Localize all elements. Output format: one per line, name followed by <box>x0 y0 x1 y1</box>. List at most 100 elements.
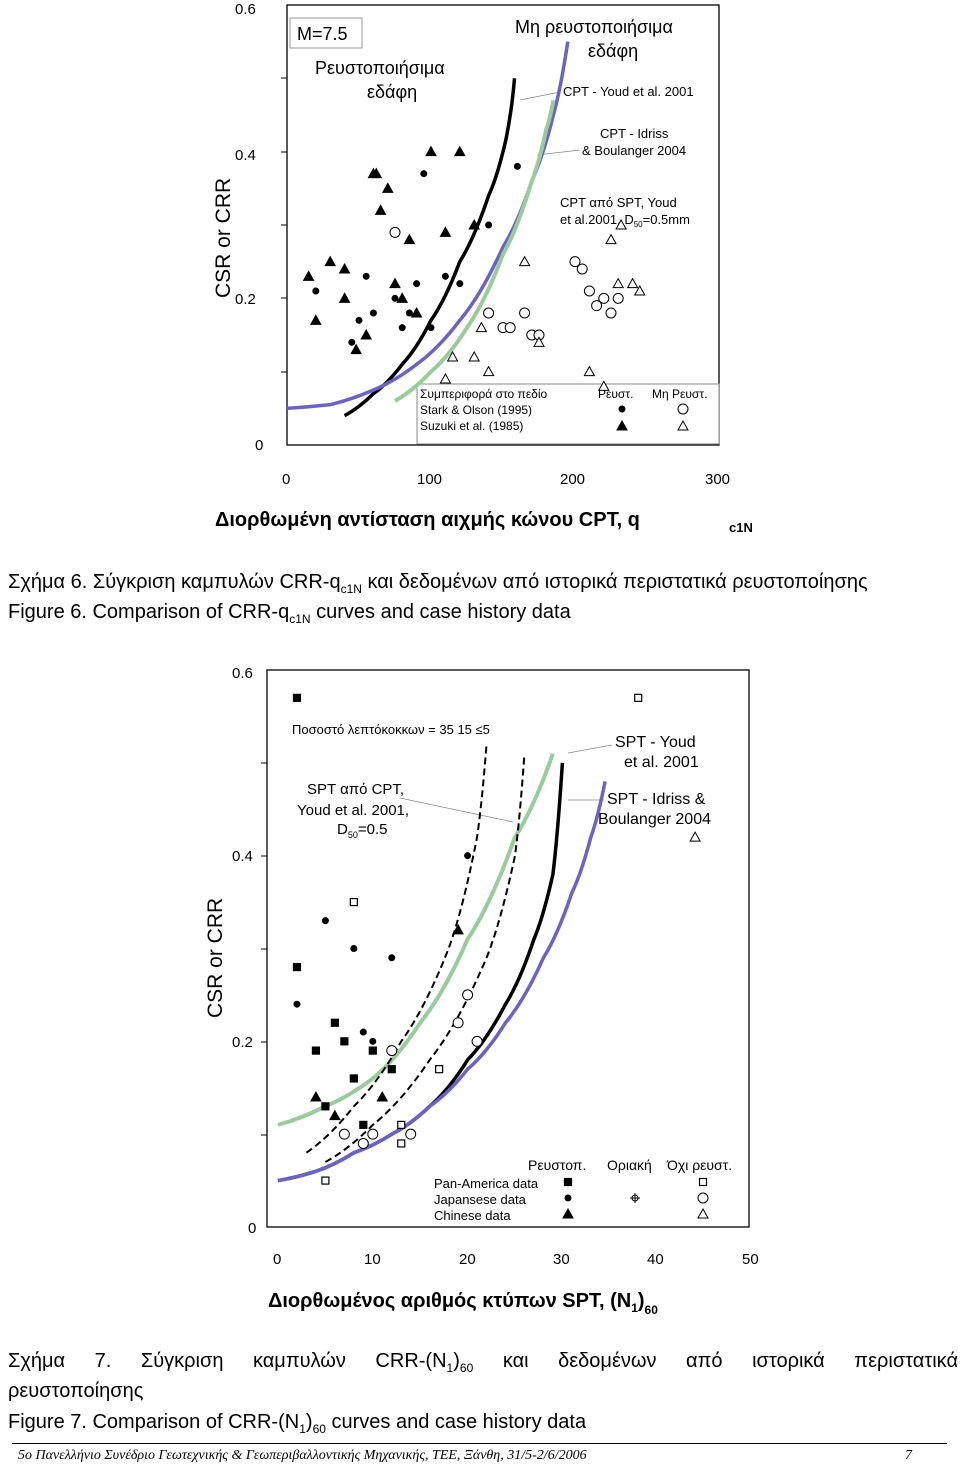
data-point-3-8 <box>456 280 464 288</box>
data-point-4-13 <box>439 226 452 237</box>
data-point-5-1 <box>483 307 495 319</box>
fig6-x-tick: 200 <box>560 471 585 488</box>
data-point-4-3 <box>338 262 351 274</box>
data-point-4-1 <box>309 314 322 325</box>
fig6-leader-line <box>519 91 561 101</box>
data-point-7-2 <box>376 1091 389 1102</box>
data-point-4-16 <box>338 292 351 303</box>
data-point-6-4 <box>482 365 495 377</box>
fig6-region-liquefiable: εδάφη <box>367 82 417 102</box>
fig7-x-tick: 40 <box>647 1251 664 1268</box>
data-point-6-6 <box>533 336 545 347</box>
data-point-4-4 <box>350 343 362 355</box>
data-point-6-1 <box>446 350 459 362</box>
fig7-legend-markers <box>562 1177 709 1219</box>
curve-1 <box>277 781 607 1183</box>
legend-marker-jap-liq <box>564 1194 572 1202</box>
fig7-label-idriss: Boulanger 2004 <box>598 811 711 828</box>
data-point-5-3 <box>504 322 516 334</box>
data-point-8-0 <box>321 1176 330 1185</box>
fig7-legend-col-marg: Οριακή <box>607 1157 652 1173</box>
fig6-points <box>302 145 646 391</box>
legend-marker-chi-liq <box>562 1207 574 1219</box>
data-point-3-2 <box>362 272 370 280</box>
data-point-7-1 <box>329 1109 341 1121</box>
curve-0 <box>343 78 517 418</box>
data-point-5-0 <box>389 226 401 238</box>
page-number: 7 <box>905 1448 912 1463</box>
data-point-3-10 <box>513 162 521 170</box>
data-point-3-12 <box>369 309 377 317</box>
fig6-label-idriss: & Boulanger 2004 <box>582 143 686 158</box>
data-point-9-6 <box>462 989 474 1001</box>
fig6-label-idriss: CPT - Idriss <box>600 126 669 141</box>
data-point-5-9 <box>583 285 595 297</box>
data-point-7-0 <box>310 1091 322 1102</box>
fig6-label-spt: CPT από SPT, Youd <box>560 195 677 210</box>
data-point-4-15 <box>468 218 481 230</box>
data-point-5-7 <box>359 1120 368 1129</box>
data-point-3-6 <box>427 324 435 332</box>
data-point-5-6 <box>349 1074 358 1083</box>
data-point-6-12 <box>626 277 639 289</box>
data-point-5-2 <box>311 1046 321 1055</box>
data-point-6-11 <box>615 218 627 230</box>
legend-marker-pan-liq <box>563 1177 573 1187</box>
data-point-8-5 <box>634 693 643 702</box>
legend-marker-chi-nonliq <box>697 1207 709 1219</box>
fig6-y-tick-marks <box>281 77 287 373</box>
fig6-label-spt: et al.2001, D50=0.5mm <box>560 212 690 229</box>
fig7-points <box>292 693 701 1185</box>
fig7-label-youd: SPT - Youd <box>615 734 696 751</box>
legend-marker-suzuki-liq <box>616 419 628 431</box>
data-point-5-4 <box>519 307 531 319</box>
data-point-6-3 <box>475 321 488 333</box>
fig6-legend-markers <box>616 403 689 431</box>
curve-3 <box>305 744 488 1154</box>
data-point-6-4 <box>359 1028 367 1036</box>
data-point-3-7 <box>441 272 449 280</box>
fig7-y-tick: 0 <box>248 1220 256 1237</box>
fig7-label-spt-cpt: SPT από CPT, <box>307 781 404 798</box>
fig6-y-tick: 0 <box>255 437 263 454</box>
figure-7: CSR or CRR 0.6 0.4 0.2 0 0 10 20 30 40 5… <box>204 665 759 1317</box>
fig6-magnitude-box <box>289 17 363 49</box>
fig7-legend-col-liq: Ρευστοπ. <box>528 1157 586 1173</box>
data-point-3-1 <box>355 316 363 324</box>
fig6-y-tick: 0.4 <box>235 147 256 164</box>
fig6-region-nonliquefiable: εδάφη <box>588 41 638 61</box>
footer-rule <box>12 1443 947 1444</box>
data-point-5-3 <box>321 1102 330 1111</box>
data-point-3-9 <box>485 221 493 229</box>
data-point-9-1 <box>357 1137 369 1149</box>
legend-marker-pan-nonliq <box>698 1177 708 1187</box>
fig6-x-axis-label: Διορθωμένη αντίσταση αιχμής κώνου CPT, q <box>215 509 640 531</box>
fig7-legend-row: Chinese data <box>434 1208 511 1223</box>
data-point-5-1 <box>292 693 302 702</box>
fig6-x-axis-label-sub: c1N <box>729 520 753 535</box>
data-point-5-10 <box>591 300 603 312</box>
fig6-legend-row: Suzuki et al. (1985) <box>420 419 523 433</box>
data-point-4-12 <box>425 145 437 157</box>
data-point-7-3 <box>452 923 464 935</box>
data-point-5-9 <box>387 1065 396 1074</box>
legend-marker-stark-nonliq <box>677 403 689 415</box>
data-point-4-14 <box>453 145 466 157</box>
fig7-y-tick: 0.6 <box>232 665 253 682</box>
fig6-legend-col-nonliq: Μη Ρευστ. <box>652 387 707 401</box>
fig7-caption-en: Figure 7. Comparison of CRR-(N1)60 curve… <box>8 1411 587 1436</box>
fig7-x-tick: 50 <box>742 1251 759 1268</box>
fig7-x-tick: 10 <box>364 1251 381 1268</box>
data-point-6-5 <box>518 255 531 267</box>
data-point-4-6 <box>370 167 383 179</box>
fig7-leader-line <box>567 744 613 754</box>
data-point-5-13 <box>612 292 624 304</box>
fig7-fines-label: Ποσοστό λεπτόκοκκων = 35 15 ≤5 <box>292 722 490 737</box>
fig7-leader-line <box>399 797 514 823</box>
data-point-3-3 <box>398 324 406 332</box>
data-point-8-1 <box>349 897 358 907</box>
fig6-caption-en: Figure 6. Comparison of CRR-qc1N curves … <box>8 601 571 626</box>
data-point-6-13 <box>633 284 646 296</box>
fig6-label-youd: CPT - Youd et al. 2001 <box>563 84 694 99</box>
fig6-y-tick: 0.2 <box>235 291 256 308</box>
